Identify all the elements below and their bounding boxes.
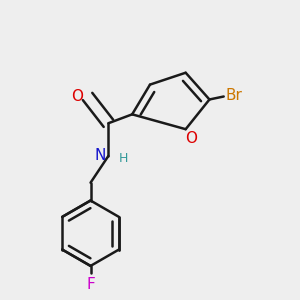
Text: F: F	[86, 277, 95, 292]
Text: O: O	[71, 89, 83, 104]
Text: O: O	[186, 130, 198, 146]
Text: N: N	[94, 148, 105, 164]
Text: Br: Br	[226, 88, 243, 103]
Text: H: H	[119, 152, 128, 165]
